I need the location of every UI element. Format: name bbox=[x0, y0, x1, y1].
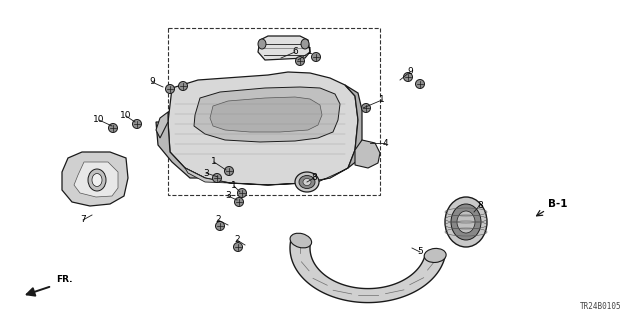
Polygon shape bbox=[156, 112, 168, 138]
Text: 2: 2 bbox=[215, 216, 221, 225]
Ellipse shape bbox=[88, 169, 106, 191]
Polygon shape bbox=[168, 72, 358, 185]
Text: 5: 5 bbox=[417, 248, 423, 256]
Ellipse shape bbox=[92, 174, 102, 187]
Text: 8: 8 bbox=[477, 201, 483, 210]
Text: 9: 9 bbox=[407, 68, 413, 77]
Circle shape bbox=[109, 123, 118, 132]
Text: B-1: B-1 bbox=[548, 199, 568, 209]
Polygon shape bbox=[185, 168, 348, 185]
Circle shape bbox=[216, 221, 225, 231]
Circle shape bbox=[415, 79, 424, 88]
Polygon shape bbox=[210, 97, 322, 132]
Ellipse shape bbox=[295, 172, 319, 192]
Text: 7: 7 bbox=[80, 216, 86, 225]
Text: 6: 6 bbox=[292, 48, 298, 56]
Text: 10: 10 bbox=[120, 112, 132, 121]
Ellipse shape bbox=[451, 204, 481, 240]
Circle shape bbox=[362, 103, 371, 113]
Polygon shape bbox=[290, 240, 445, 303]
Text: 2: 2 bbox=[234, 235, 240, 244]
Circle shape bbox=[403, 72, 413, 81]
Text: 4: 4 bbox=[382, 138, 388, 147]
Polygon shape bbox=[345, 85, 362, 168]
Ellipse shape bbox=[290, 233, 312, 248]
Circle shape bbox=[225, 167, 234, 175]
Text: FR.: FR. bbox=[56, 275, 72, 284]
Ellipse shape bbox=[457, 211, 475, 233]
Text: 10: 10 bbox=[93, 115, 105, 124]
Text: 8: 8 bbox=[311, 174, 317, 182]
Polygon shape bbox=[194, 87, 340, 142]
Circle shape bbox=[179, 81, 188, 91]
Text: 3: 3 bbox=[225, 191, 231, 201]
Circle shape bbox=[234, 197, 243, 206]
Polygon shape bbox=[62, 152, 128, 206]
Text: 1: 1 bbox=[211, 158, 217, 167]
Circle shape bbox=[296, 56, 305, 65]
Text: TR24B0105: TR24B0105 bbox=[580, 302, 622, 311]
Text: 1: 1 bbox=[379, 95, 385, 105]
Polygon shape bbox=[74, 162, 118, 197]
Ellipse shape bbox=[299, 175, 315, 189]
Circle shape bbox=[237, 189, 246, 197]
Circle shape bbox=[234, 242, 243, 251]
Circle shape bbox=[132, 120, 141, 129]
Ellipse shape bbox=[258, 39, 266, 49]
Text: 1: 1 bbox=[307, 48, 313, 56]
Circle shape bbox=[212, 174, 221, 182]
Ellipse shape bbox=[445, 197, 487, 247]
Polygon shape bbox=[258, 36, 310, 60]
Circle shape bbox=[166, 85, 175, 93]
Circle shape bbox=[312, 53, 321, 62]
Polygon shape bbox=[355, 140, 380, 168]
Bar bbox=[168, 28, 380, 195]
Text: 1: 1 bbox=[231, 182, 237, 190]
Ellipse shape bbox=[424, 249, 446, 263]
Text: 9: 9 bbox=[149, 78, 155, 86]
Polygon shape bbox=[156, 122, 205, 178]
Ellipse shape bbox=[301, 39, 309, 49]
Text: 3: 3 bbox=[203, 168, 209, 177]
Ellipse shape bbox=[303, 179, 311, 186]
